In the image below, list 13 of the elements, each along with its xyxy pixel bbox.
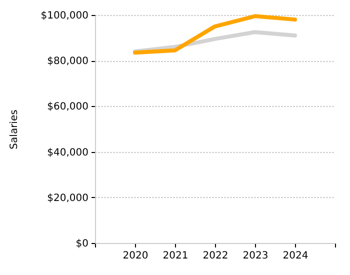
y-tick-label: $60,000 [47,102,88,113]
x-tick-label: 2021 [162,250,188,262]
x-tick-label: 2024 [282,250,308,262]
line-series [133,14,297,55]
y-tick-label: $100,000 [40,10,88,22]
y-tick-label: $80,000 [47,56,88,68]
y-tick-label: $0 [76,238,88,250]
y-tick-label: $20,000 [47,192,88,204]
y-tick-label: $40,000 [47,147,88,158]
x-tick-label: 2020 [122,250,148,262]
x-tick-label: 2022 [202,250,228,262]
y-axis-title: Salaries [8,110,20,150]
x-tick-label: 2023 [242,250,268,262]
